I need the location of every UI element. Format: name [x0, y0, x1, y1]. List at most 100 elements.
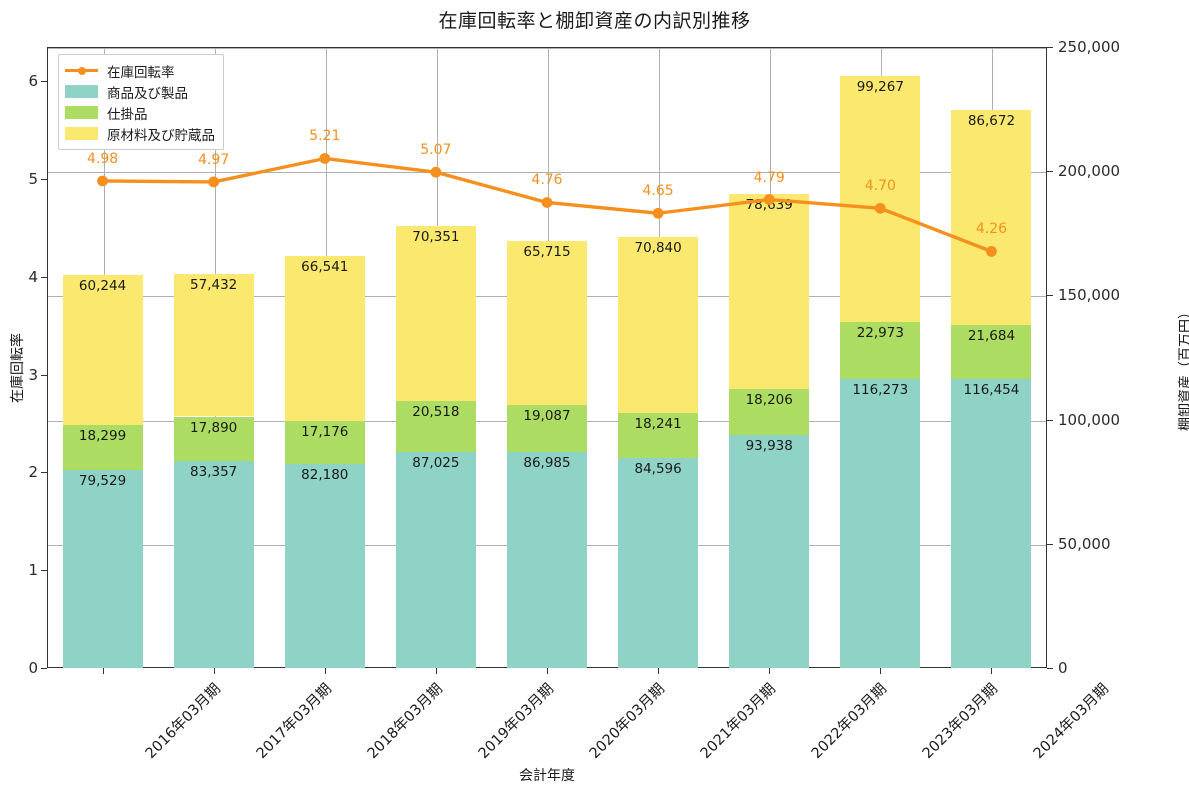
bar-value-label: 60,244: [78, 278, 127, 295]
line-value-label: 4.26: [975, 221, 1008, 238]
bar-value-label: 99,267: [856, 78, 904, 95]
bar-segment[interactable]: [62, 470, 143, 668]
legend-item[interactable]: 原材料及び貯蔵品: [65, 123, 215, 144]
bar-value-label: 87,025: [412, 454, 460, 471]
legend-color-swatch-icon: [65, 106, 98, 119]
x-axis-tick-mark: [658, 668, 660, 674]
y-axis-left-tick-label: 1: [28, 561, 38, 580]
y-axis-label-right: 棚卸資産（百万円）: [1178, 305, 1189, 431]
chart-legend: 在庫回転率商品及び製品 仕掛品原材料及び貯蔵品: [58, 54, 224, 150]
bar-value-label: 57,432: [190, 276, 238, 293]
gridline-horizontal: [48, 48, 1046, 49]
line-value-label: 4.79: [753, 169, 785, 186]
x-axis-tick-mark: [769, 668, 771, 674]
bar-value-label: 116,273: [852, 382, 909, 399]
y-axis-left-tick-label: 3: [28, 365, 38, 384]
bar-value-label: 19,087: [523, 407, 571, 424]
y-axis-left-tick-label: 0: [28, 659, 38, 677]
bar-segment[interactable]: [951, 324, 1032, 379]
y-axis-right-tick-label: 100,000: [1058, 410, 1121, 429]
legend-item[interactable]: 商品及び製品: [65, 81, 215, 102]
bar-value-label: 116,454: [963, 381, 1020, 398]
bar-value-label: 83,357: [190, 463, 238, 480]
bar-segment[interactable]: [729, 389, 810, 435]
bar-value-label: 18,299: [78, 427, 127, 444]
bar-segment[interactable]: [951, 109, 1032, 325]
legend-item-label: 原材料及び貯蔵品: [107, 127, 215, 144]
x-axis-tick-mark: [213, 668, 215, 674]
y-axis-right-tick-label: 250,000: [1058, 38, 1121, 56]
y-axis-right-tick-mark: [1047, 543, 1053, 545]
bar-value-label: 66,541: [301, 258, 349, 275]
x-axis-tick-label: 2021年03月期: [697, 680, 780, 763]
bar-segment[interactable]: [729, 194, 810, 390]
bar-segment[interactable]: [618, 412, 699, 458]
y-axis-left-tick-mark: [41, 472, 47, 474]
legend-item[interactable]: 在庫回転率: [65, 60, 215, 81]
bar-segment[interactable]: [507, 241, 587, 405]
bar-segment[interactable]: [729, 434, 810, 668]
bar-segment[interactable]: [284, 421, 365, 464]
y-axis-right-tick-mark: [1047, 419, 1053, 421]
bar-segment[interactable]: [173, 460, 254, 668]
y-axis-right-tick-mark: [1047, 668, 1053, 669]
bar-segment[interactable]: [951, 378, 1032, 668]
bar-segment[interactable]: [618, 457, 699, 668]
legend-item-label: 在庫回転率: [107, 64, 175, 81]
y-axis-left-tick-mark: [41, 179, 47, 181]
x-axis-tick-mark: [324, 668, 326, 674]
bar-segment[interactable]: [840, 322, 921, 380]
legend-item[interactable]: 仕掛品: [65, 102, 215, 123]
y-axis-label-left: 在庫回転率: [10, 333, 26, 403]
y-axis-left-tick-mark: [41, 668, 47, 669]
x-axis-tick-label: 2022年03月期: [809, 680, 891, 763]
y-axis-right-tick-mark: [1047, 171, 1053, 173]
line-value-label: 4.70: [864, 178, 896, 195]
bar-value-label: 86,672: [967, 112, 1016, 129]
x-axis-label: 会計年度: [519, 768, 575, 784]
bar-segment[interactable]: [173, 273, 254, 417]
bar-value-label: 86,985: [523, 454, 571, 471]
bar-segment[interactable]: [62, 424, 143, 471]
legend-line-marker-icon: [65, 64, 98, 77]
x-axis-tick-mark: [102, 668, 104, 674]
bar-segment[interactable]: [284, 463, 365, 668]
bar-value-label: 20,518: [412, 403, 460, 420]
x-axis-tick-label: 2017年03月期: [253, 680, 335, 763]
legend-item-label: 商品及び製品: [107, 85, 188, 102]
bar-value-label: 21,684: [967, 327, 1016, 344]
legend-color-swatch-icon: [65, 127, 98, 140]
line-value-label: 5.21: [309, 128, 341, 145]
bar-segment[interactable]: [173, 416, 254, 461]
bar-value-label: 18,206: [745, 392, 793, 409]
bar-segment[interactable]: [395, 451, 476, 668]
bar-value-label: 17,890: [190, 419, 238, 436]
bar-value-label: 70,351: [412, 229, 460, 246]
bar-segment[interactable]: [507, 451, 587, 668]
bar-value-label: 17,176: [301, 424, 349, 441]
bar-segment[interactable]: [62, 275, 143, 425]
y-axis-right-tick-mark: [1047, 47, 1053, 48]
x-axis-tick-mark: [880, 668, 882, 674]
bar-segment[interactable]: [840, 75, 921, 323]
bar-segment[interactable]: [507, 404, 587, 452]
bar-value-label: 78,639: [745, 197, 793, 214]
y-axis-right-tick-label: 0: [1058, 659, 1068, 677]
bar-segment[interactable]: [284, 255, 365, 422]
bar-segment[interactable]: [618, 236, 699, 413]
y-axis-left-tick-mark: [41, 276, 47, 278]
bar-segment[interactable]: [840, 379, 921, 668]
bar-segment[interactable]: [395, 226, 476, 401]
x-axis-tick-label: 2019年03月期: [475, 680, 557, 763]
y-axis-right-tick-mark: [1047, 295, 1053, 297]
bar-value-label: 65,715: [523, 244, 571, 261]
bar-segment[interactable]: [395, 400, 476, 452]
line-value-label: 5.07: [420, 142, 452, 159]
y-axis-right-tick-label: 150,000: [1058, 286, 1121, 305]
line-value-label: 4.98: [86, 150, 119, 167]
legend-item-label: 仕掛品: [107, 106, 148, 123]
y-axis-left-tick-label: 2: [28, 463, 38, 482]
x-axis-tick-label: 2023年03月期: [920, 680, 1002, 763]
bar-value-label: 79,529: [78, 473, 127, 490]
